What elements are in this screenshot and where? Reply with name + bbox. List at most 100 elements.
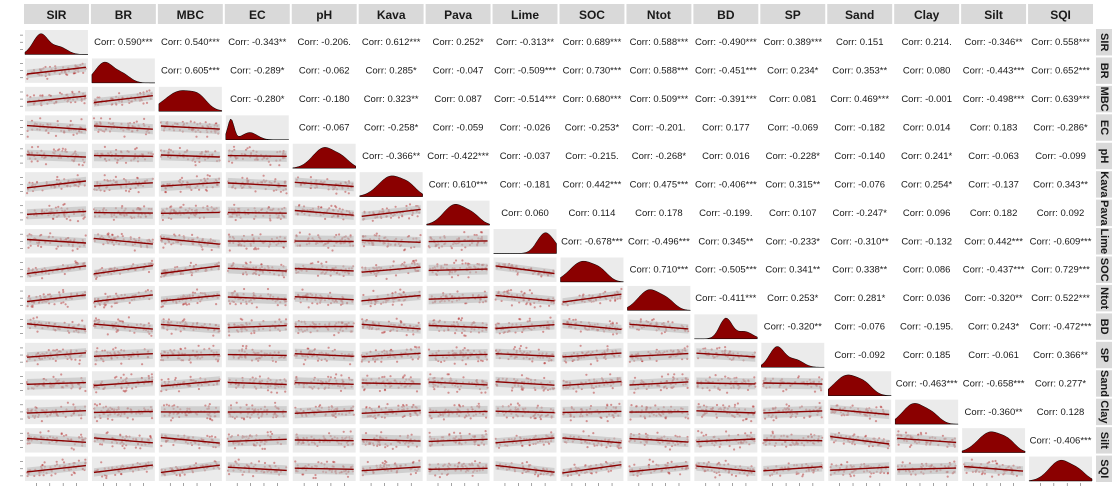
scatter-point [121,205,123,207]
scatter-point [403,249,405,251]
scatter-point [716,347,718,349]
scatter-point [107,333,109,335]
scatter-point [78,363,80,365]
scatter-point [165,191,167,193]
scatter-point [383,376,385,378]
scatter-point [451,276,453,278]
scatter-point [40,246,42,248]
corr-label-Kava-Lime: Corr: -0.181 [500,179,551,190]
scatter-point [596,360,598,362]
corr-label-Ntot-SP: Corr: 0.253* [767,293,819,304]
scatter-point [333,334,335,336]
scatter-point [142,102,144,104]
regression-line-Lime-Pava [429,241,488,242]
scatter-point [179,147,181,149]
scatter-point [72,134,74,136]
scatter-point [249,146,251,148]
scatter-point [93,117,95,119]
scatter-point [151,373,153,375]
corr-label-pH-SQI: Corr: -0.099 [1035,151,1086,162]
scatter-point [419,234,421,236]
row-label-SOC: SOC [1098,258,1110,282]
corr-label-Kava-Silt: Corr: -0.137 [968,179,1019,190]
scatter-point [71,321,73,323]
scatter-point [403,261,405,263]
corr-label-Kava-SOC: Corr: 0.442*** [563,179,622,190]
scatter-point [37,363,39,365]
scatter-point [543,377,545,379]
corr-label-MBC-Sand: Corr: 0.469*** [830,94,889,105]
scatter-point [348,377,350,379]
scatter-point [55,360,57,362]
scatter-point [448,373,450,375]
scatter-point [229,249,231,251]
scatter-point [299,232,301,234]
scatter-point [310,176,312,178]
scatter-point [76,248,78,250]
scatter-point [418,322,420,324]
scatter-point [60,302,62,304]
scatter-point [417,215,419,217]
scatter-point [171,333,173,335]
scatter-point [182,204,184,206]
scatter-point [328,347,330,349]
scatter-point [245,248,247,250]
scatter-point [667,321,669,323]
scatter-point [480,392,482,394]
scatter-point [123,374,125,376]
scatter-point [229,303,231,305]
scatter-point [461,332,463,334]
corr-label-Kava-SP: Corr: 0.315** [765,179,820,190]
corr-label-BR-Sand: Corr: 0.353** [832,66,887,77]
corr-label-BR-Ntot: Corr: 0.588*** [630,66,689,77]
scatter-point [334,205,336,207]
corr-label-Pava-SP: Corr: 0.107 [769,208,817,219]
scatter-point [386,278,388,280]
scatter-point [242,345,244,347]
scatter-point [49,232,51,234]
scatter-point [196,175,198,177]
corr-label-MBC-SP: Corr: 0.081 [769,94,817,105]
scatter-point [461,317,463,319]
scatter-point [60,373,62,375]
corr-label-EC-SOC: Corr: -0.253* [565,123,620,134]
scatter-point [467,276,469,278]
row-label-Clay: Clay [1098,400,1110,424]
corr-label-BR-pH: Corr: -0.062 [299,66,350,77]
scatter-point [195,164,197,166]
corr-label-Pava-Ntot: Corr: 0.178 [635,208,683,219]
scatter-point [100,117,102,119]
scatter-point [575,319,577,321]
corr-label-Ntot-BD: Corr: -0.411*** [695,293,756,304]
column-label-SIR: SIR [46,8,66,22]
scatter-point [465,363,467,365]
scatter-point [161,379,163,381]
scatter-point [27,247,29,249]
scatter-point [384,389,386,391]
scatter-point [465,335,467,337]
scatter-point [96,347,98,349]
corr-label-EC-Sand: Corr: -0.182 [834,123,885,134]
scatter-point [363,389,365,391]
corr-label-SOC-Silt: Corr: -0.437*** [963,265,1025,276]
scatter-point [55,135,57,137]
corr-label-SIR-EC: Corr: -0.343** [228,37,286,48]
corr-label-BD-SP: Corr: -0.320** [764,322,822,333]
scatter-point [65,303,67,305]
corr-label-BD-Clay: Corr: -0.195. [900,322,953,333]
scatter-point [162,305,164,307]
scatter-point [399,289,401,291]
corr-label-SP-Silt: Corr: -0.061 [968,350,1019,361]
scatter-point [285,318,287,320]
scatter-point [518,318,520,320]
corr-label-Ntot-SQI: Corr: 0.522*** [1031,293,1090,304]
scatter-point [278,318,280,320]
scatter-point [463,231,465,233]
corr-label-EC-Kava: Corr: -0.258* [364,123,419,134]
scatter-point [77,220,79,222]
scatter-point [180,191,182,193]
column-label-Clay: Clay [914,8,940,22]
scatter-point [269,345,271,347]
scatter-point [80,118,82,120]
scatter-point [228,234,230,236]
